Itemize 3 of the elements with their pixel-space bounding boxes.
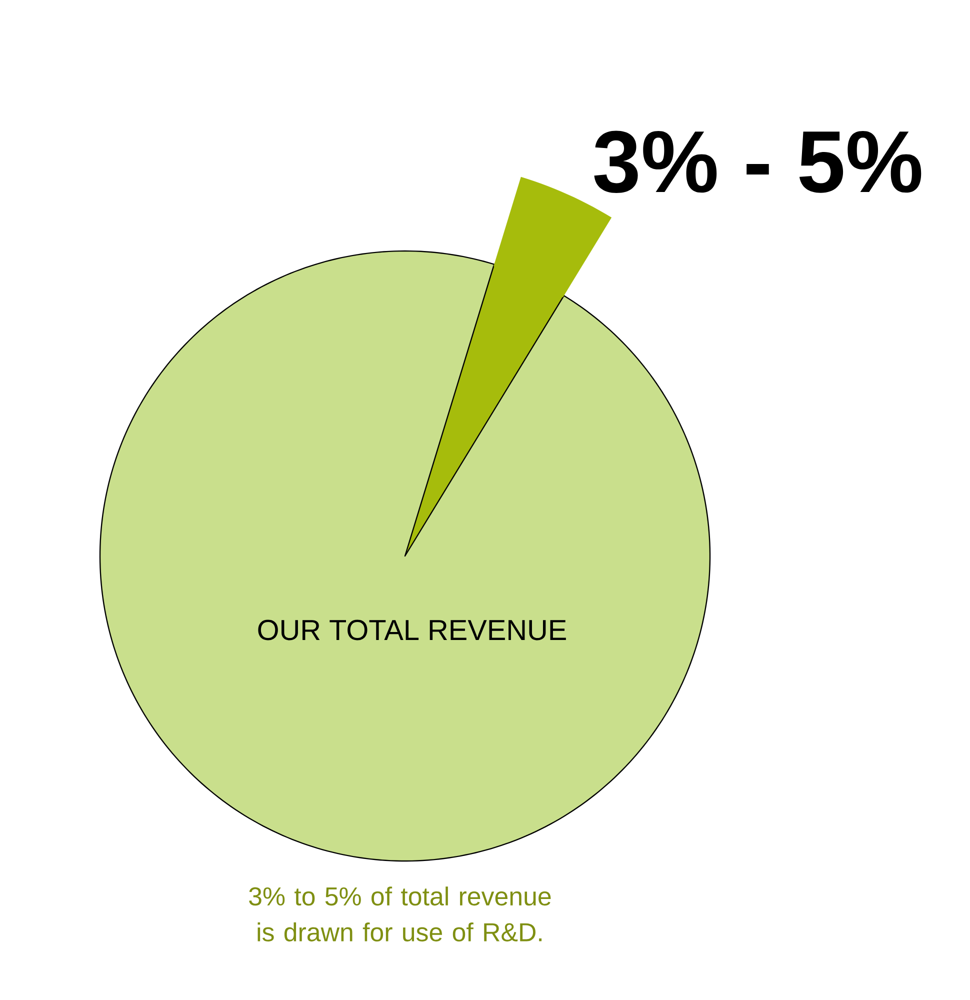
text: 3% to 5% of total revenue is drawn for use of R&D. — [249, 886, 551, 942]
slice-label: 3% - 5% — [594, 130, 922, 193]
slice-label: OUR TOTAL REVENUE — [258, 620, 566, 640]
